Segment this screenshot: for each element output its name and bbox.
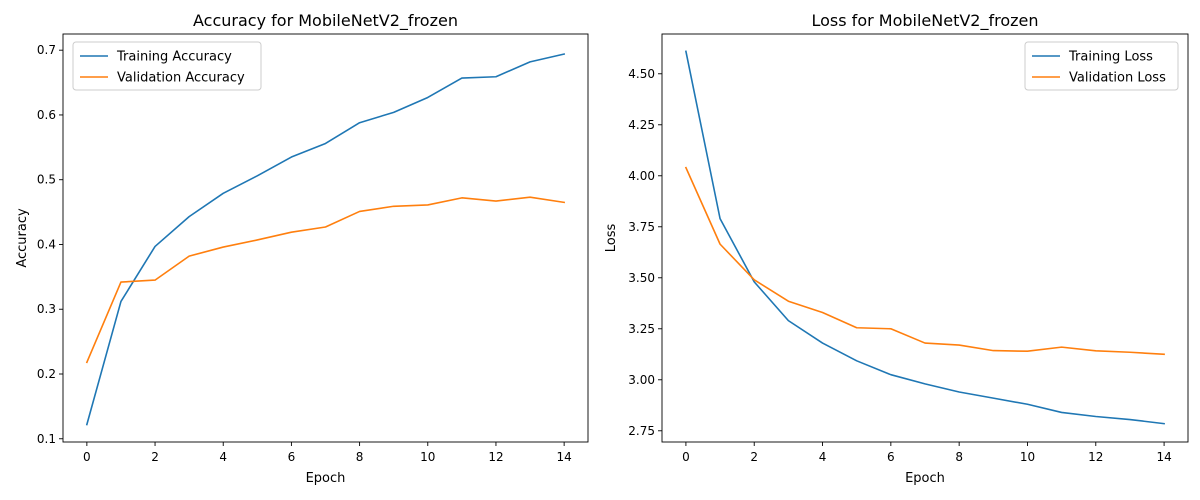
- series-line-1: [684, 166, 1165, 356]
- y-tick-label: 4.25: [628, 118, 655, 132]
- x-axis-label: Epoch: [306, 471, 346, 486]
- x-tick-label: 6: [288, 450, 296, 464]
- y-tick-label: 4.00: [628, 169, 655, 183]
- y-tick-label: 0.3: [37, 302, 56, 316]
- y-tick-label: 3.25: [628, 322, 655, 336]
- y-tick-label: 0.6: [37, 108, 56, 122]
- y-tick-label: 0.4: [37, 237, 56, 251]
- chart-panel-0: Accuracy for MobileNetV2_frozen 0 2 4 6 8 10 12…: [15, 11, 589, 486]
- x-tick-label: 2: [750, 450, 758, 464]
- y-tick-label: 2.75: [628, 424, 655, 438]
- legend-label-1: Validation Accuracy: [117, 71, 245, 86]
- y-tick-label: 0.7: [37, 43, 56, 57]
- y-tick-label: 3.75: [628, 220, 655, 234]
- x-axis-label: Epoch: [905, 471, 945, 486]
- y-tick-label: 4.50: [628, 67, 655, 81]
- legend-label-0: Training Loss: [1068, 50, 1153, 65]
- x-tick-label: 10: [1020, 450, 1035, 464]
- x-tick-label: 14: [556, 450, 571, 464]
- plot-frame: [62, 33, 589, 443]
- chart-panel-1: Loss for MobileNetV2_frozen 0 2 4 6 8 10 12 14 2.…: [604, 11, 1189, 486]
- x-tick-label: 10: [420, 450, 435, 464]
- plot-frame: [661, 33, 1189, 443]
- legend-label-1: Validation Loss: [1069, 71, 1166, 86]
- series-line-0: [85, 53, 566, 426]
- legend: Training Loss Validation Loss: [1024, 41, 1179, 91]
- x-tick-label: 6: [887, 450, 895, 464]
- series-line-0: [684, 50, 1165, 425]
- x-tick-label: 4: [219, 450, 227, 464]
- legend: Training Accuracy Validation Accuracy: [72, 41, 262, 91]
- x-tick-label: 4: [819, 450, 827, 464]
- legend-label-0: Training Accuracy: [116, 50, 232, 65]
- series-line-1: [85, 196, 566, 364]
- x-tick-label: 2: [151, 450, 159, 464]
- y-axis-label: Accuracy: [15, 208, 30, 268]
- x-tick-label: 12: [1088, 450, 1103, 464]
- x-tick-label: 8: [955, 450, 963, 464]
- y-tick-label: 0.5: [37, 173, 56, 187]
- x-tick-label: 8: [356, 450, 364, 464]
- y-tick-label: 0.2: [37, 367, 56, 381]
- chart-title: Loss for MobileNetV2_frozen: [812, 11, 1039, 31]
- y-tick-label: 3.00: [628, 373, 655, 387]
- y-tick-label: 3.50: [628, 271, 655, 285]
- y-tick-label: 0.1: [37, 432, 56, 446]
- x-tick-label: 14: [1156, 450, 1171, 464]
- legend-box: [1024, 41, 1179, 91]
- x-tick-label: 0: [83, 450, 91, 464]
- chart-title: Accuracy for MobileNetV2_frozen: [193, 11, 458, 31]
- y-axis-label: Loss: [604, 224, 619, 253]
- legend-box: [72, 41, 262, 91]
- x-tick-label: 12: [488, 450, 503, 464]
- x-tick-label: 0: [682, 450, 690, 464]
